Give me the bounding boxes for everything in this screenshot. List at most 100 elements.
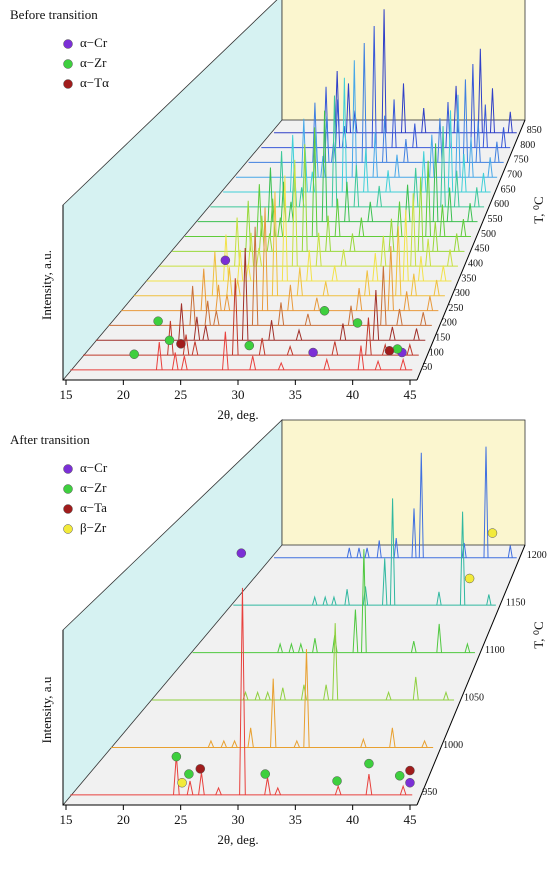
z-axis-label: T, ⁰C: [531, 196, 546, 223]
peak: [297, 642, 304, 653]
peak: [461, 542, 467, 558]
peak: [291, 159, 298, 267]
z-tick-label: 1150: [506, 597, 526, 608]
z-tick-label: 500: [481, 229, 496, 240]
z-tick-label: 200: [442, 318, 457, 329]
peak: [399, 357, 407, 371]
phase-marker: [171, 751, 182, 762]
peak: [402, 209, 409, 281]
peak: [487, 157, 493, 178]
peak: [399, 784, 407, 796]
phase-marker: [176, 339, 186, 349]
peak: [277, 217, 284, 237]
legend-label: α−Tα: [80, 75, 109, 90]
peak: [474, 187, 480, 207]
peak: [304, 313, 312, 326]
phase-marker: [364, 758, 374, 769]
x-axis-label: 2θ, deg.: [217, 407, 258, 422]
peak: [362, 586, 369, 606]
peak: [453, 233, 460, 252]
z-tick-label: 600: [494, 199, 509, 210]
peak: [245, 263, 252, 282]
z-axis-label: T, ⁰C: [531, 621, 546, 648]
z-tick-label: 850: [527, 125, 542, 136]
peak: [393, 537, 399, 558]
phase-marker: [236, 548, 247, 558]
peak: [447, 110, 454, 193]
peak: [439, 204, 446, 237]
phase-marker: [319, 306, 330, 316]
peak: [361, 42, 367, 163]
peak: [468, 137, 474, 178]
peak: [489, 88, 495, 133]
peak: [389, 727, 396, 748]
legend-label: α−Cr: [80, 35, 108, 50]
peak: [421, 151, 427, 193]
peak: [207, 739, 215, 748]
peak: [202, 325, 209, 341]
peak: [340, 249, 347, 267]
phase-marker: [164, 335, 175, 346]
back-wall: [281, 0, 526, 121]
peak: [446, 187, 453, 222]
phase-marker: [220, 255, 231, 266]
peak: [331, 341, 339, 356]
peak: [331, 265, 338, 282]
peak: [220, 739, 227, 748]
z-tick-label: 450: [474, 244, 489, 255]
z-tick-label: 550: [488, 214, 503, 225]
peak: [459, 511, 466, 606]
phase-marker: [129, 349, 139, 359]
z-tick-label: 350: [461, 273, 476, 284]
peak: [389, 326, 396, 341]
z-tick-label: 650: [501, 184, 516, 195]
x-tick-label: 30: [232, 812, 245, 827]
z-tick-label: 1100: [485, 645, 505, 656]
peak: [436, 623, 443, 653]
peak: [352, 609, 359, 653]
peak: [364, 270, 371, 296]
peak: [387, 246, 394, 311]
peak: [380, 235, 387, 267]
peak: [288, 201, 294, 222]
peak: [247, 727, 254, 748]
peak: [421, 108, 427, 133]
peak: [486, 594, 492, 606]
floor: [63, 545, 525, 805]
y-axis-label: Intensity, a.u.: [39, 250, 54, 320]
peak: [400, 83, 407, 133]
peak: [436, 591, 442, 606]
x-tick-label: 35: [289, 387, 302, 402]
phase-marker: [195, 764, 206, 774]
peak: [372, 289, 380, 341]
peak: [417, 176, 424, 252]
z-tick-label: 250: [448, 303, 463, 314]
floor: [63, 120, 525, 380]
peak: [382, 115, 388, 163]
peak: [440, 126, 446, 207]
peak: [381, 9, 387, 133]
peak: [433, 279, 440, 296]
peak: [442, 690, 449, 701]
peak: [346, 547, 352, 558]
peak: [339, 323, 347, 341]
x-tick-label: 45: [404, 812, 417, 827]
legend-swatch: [63, 59, 73, 69]
peak: [231, 739, 238, 748]
peak: [323, 684, 330, 701]
peak: [482, 104, 488, 148]
peak: [249, 355, 257, 371]
x-tick-label: 40: [346, 812, 359, 827]
peak: [323, 357, 331, 371]
peak: [277, 642, 283, 653]
peak: [426, 296, 434, 311]
peak: [254, 690, 261, 701]
peak: [211, 251, 218, 296]
peak: [258, 215, 265, 252]
peak: [231, 278, 239, 356]
legend-swatch: [63, 79, 73, 89]
peak: [455, 94, 461, 178]
z-tick-label: 300: [455, 288, 470, 299]
legend-swatch: [63, 484, 73, 494]
peak: [480, 172, 487, 193]
